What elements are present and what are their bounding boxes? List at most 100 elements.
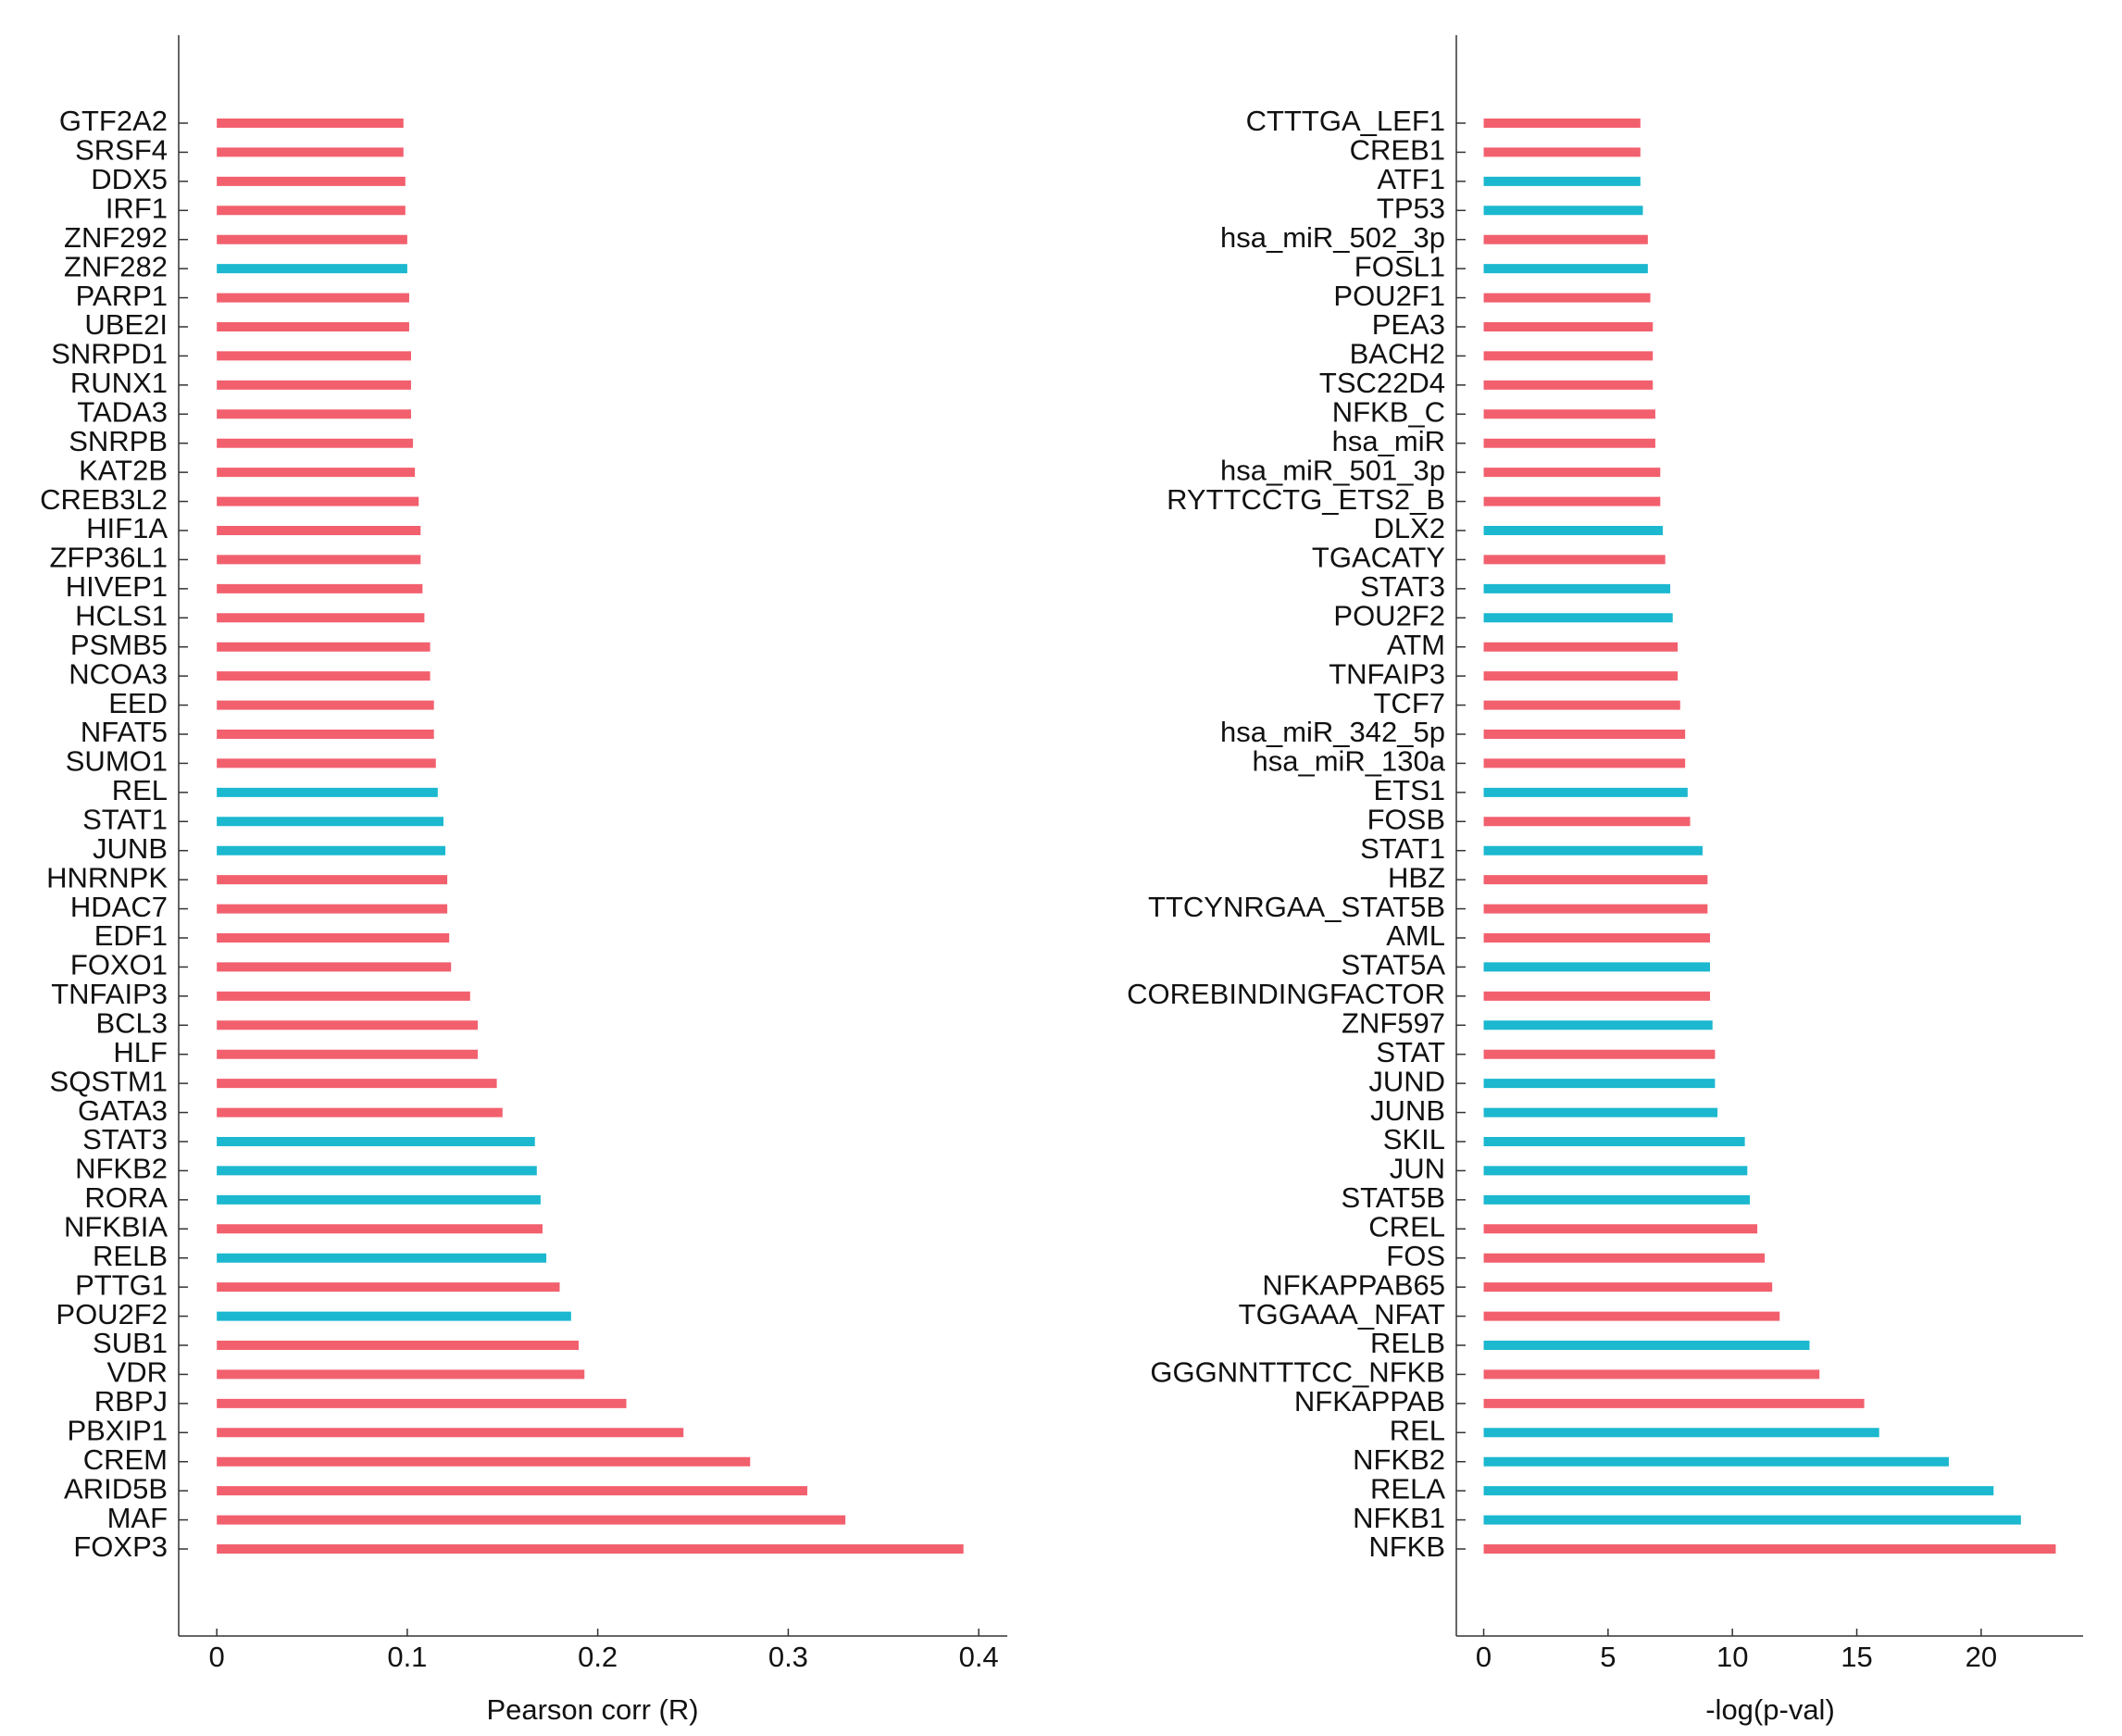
category-label: REL [1390,1414,1445,1446]
x-tick-label: 5 [1600,1641,1616,1673]
category-label: STAT [1376,1036,1445,1068]
category-label: CREM [83,1443,168,1476]
category-label: ZNF597 [1342,1006,1445,1039]
category-label: DLX2 [1373,512,1445,544]
category-label: REL [112,774,168,806]
category-label: RYTTCCTG_ETS2_B [1167,483,1445,516]
category-label: HIF1A [86,512,168,544]
category-label: SNRPD1 [51,338,168,370]
category-label: CREL [1368,1210,1445,1243]
category-label: PSMB5 [70,629,168,661]
category-label: HDAC7 [70,891,168,923]
category-label: CTTTGA_LEF1 [1246,105,1445,137]
category-label: SNRPB [69,425,168,457]
category-label: TSC22D4 [1319,367,1445,399]
category-label: STAT3 [1360,570,1445,603]
category-label: ARID5B [64,1472,168,1505]
category-label: STAT3 [82,1123,168,1155]
x-tick-label: 15 [1841,1641,1872,1673]
category-label: NFKB2 [75,1153,168,1185]
category-label: ZNF282 [64,250,168,282]
category-label: TNFAIP3 [1329,657,1445,690]
x-tick-label: 20 [1966,1641,1997,1673]
category-label: DDX5 [91,163,168,195]
category-label: ETS1 [1373,774,1445,806]
category-label: KAT2B [79,454,168,486]
category-label: TTCYNRGAA_STAT5B [1148,891,1445,923]
category-label: STAT1 [82,803,168,835]
category-label: hsa_miR_502_3p [1220,221,1445,254]
category-label: CREB3L2 [40,483,168,516]
category-label: TGGAAA_NFAT [1239,1298,1445,1330]
x-tick-label: 0.4 [959,1641,999,1673]
category-label: JUN [1390,1153,1445,1185]
category-label: NFKB_C [1332,395,1445,428]
category-label: NCOA3 [69,657,168,690]
category-label: hsa_miR_130a [1252,745,1445,778]
x-tick-label: 0.3 [768,1641,808,1673]
x-tick-label: 0.1 [387,1641,427,1673]
category-label: FOXO1 [70,949,168,981]
category-label: EED [108,687,168,719]
category-label: POU2F2 [56,1298,168,1330]
category-label: FOSL1 [1354,250,1445,282]
category-label: JUND [1368,1065,1445,1097]
category-label: JUNB [1370,1094,1445,1127]
category-label: PBXIP1 [67,1414,168,1446]
category-label: POU2F1 [1333,280,1445,312]
category-label: EDF1 [94,919,168,952]
category-label: SRSF4 [75,134,168,167]
category-label: RORA [84,1181,168,1214]
category-label: NFKBIA [64,1210,168,1243]
category-label: UBE2I [84,308,168,341]
category-label: STAT1 [1360,832,1445,865]
category-label: SKIL [1383,1123,1445,1155]
category-label: NFKB1 [1353,1502,1445,1534]
category-label: TP53 [1377,192,1445,224]
category-label: TADA3 [77,395,168,428]
x-tick-label: 0 [209,1641,225,1673]
category-label: COREBINDINGFACTOR [1127,978,1445,1010]
category-label: STAT5A [1341,949,1445,981]
panel-neg-log-pval: 0 5 10 15 20-log(p-val)CTTTGA_LEF1CREB1ATF1T… [1127,35,2083,1726]
category-label: FOS [1386,1240,1445,1272]
category-label: NFKB2 [1353,1443,1445,1476]
x-axis-title: Pearson corr (R) [486,1693,698,1726]
category-label: NFKAPPAB65 [1262,1268,1445,1301]
category-label: STAT5B [1341,1181,1445,1214]
category-label: SUMO1 [66,745,168,778]
category-label: TGACATY [1312,542,1445,574]
panel-pearson-corr: 0 0.1 0.2 0.3 0.4 Pearson corr (R) GTF2A2SRSF4… [40,35,1007,1726]
category-label: FOSB [1367,803,1445,835]
category-label: BCL3 [95,1006,168,1039]
category-label: NFAT5 [81,716,168,748]
category-label: RBPJ [94,1385,168,1418]
category-label: RELB [93,1240,168,1272]
category-label: PEA3 [1372,308,1445,341]
category-label: POU2F2 [1333,599,1445,631]
category-label: TNFAIP3 [51,978,168,1010]
category-label: RELA [1370,1472,1445,1505]
category-label: ATM [1387,629,1445,661]
category-label: NFKB [1368,1530,1445,1563]
category-label: hsa_miR_501_3p [1220,454,1445,486]
category-label: HBZ [1388,861,1445,893]
x-tick-label: 0.2 [578,1641,618,1673]
category-label: hsa_miR_342_5p [1220,716,1445,748]
category-label: TCF7 [1374,687,1446,719]
x-tick-label: 10 [1716,1641,1748,1673]
category-label: HCLS1 [75,599,168,631]
category-label: VDR [107,1356,168,1389]
category-label: hsa_miR [1332,425,1445,457]
category-label: HIVEP1 [66,570,168,603]
category-label: IRF1 [106,192,168,224]
category-label: GGGNNTTTCC_NFKB [1150,1356,1445,1389]
x-axis-title: -log(p-val) [1705,1693,1835,1726]
category-label: GTF2A2 [59,105,168,137]
category-label: ZNF292 [64,221,168,254]
category-label: CREB1 [1350,134,1445,167]
category-label: HLF [113,1036,168,1068]
category-label: RELB [1370,1327,1445,1359]
category-label: JUNB [93,832,168,865]
